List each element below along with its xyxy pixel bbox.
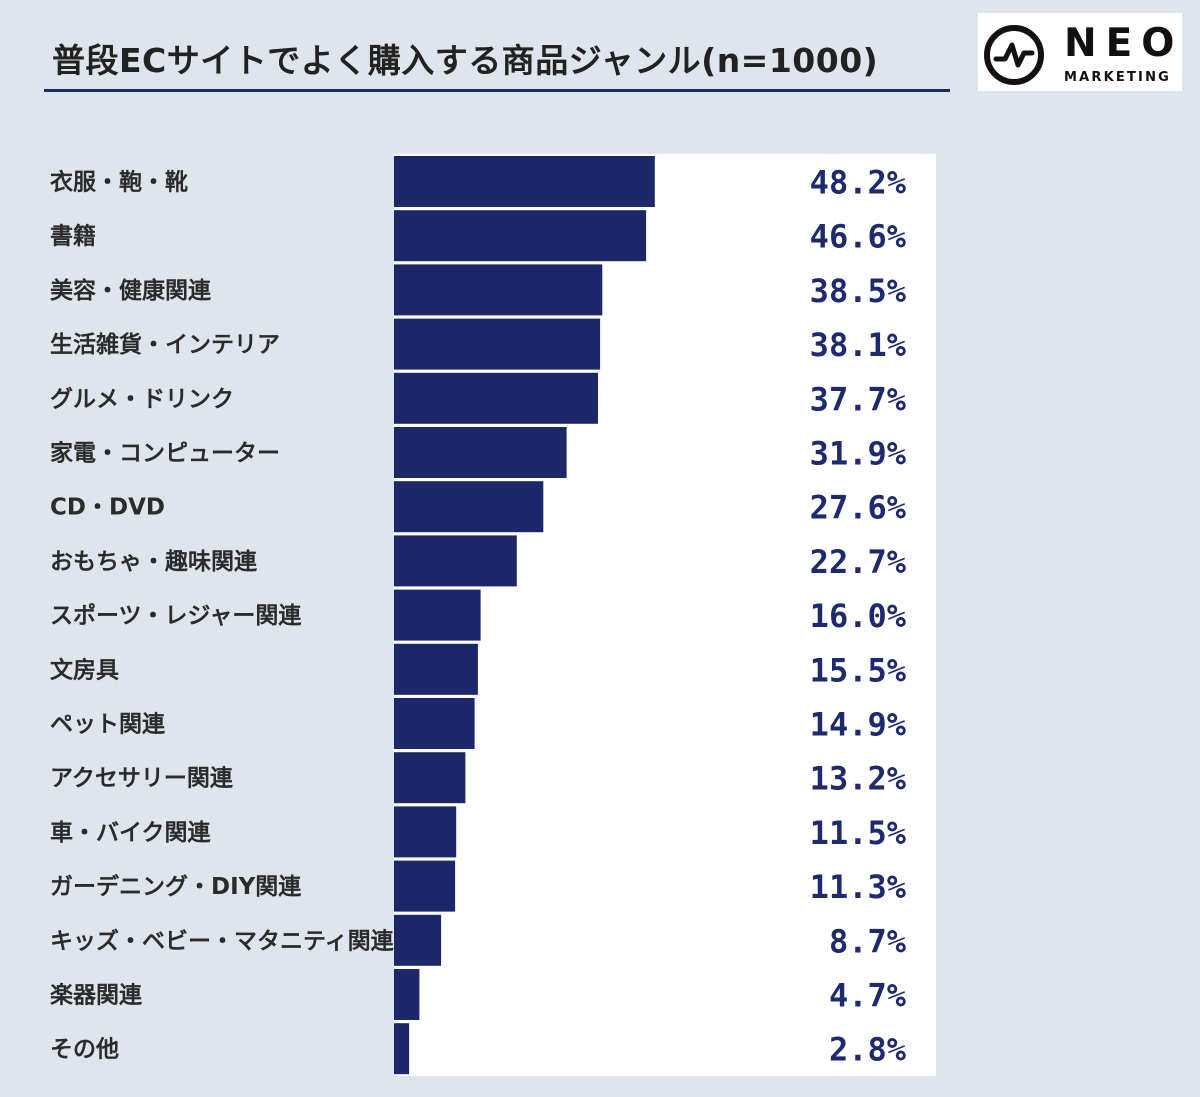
value-label: 13.2% xyxy=(810,760,907,798)
value-label: 15.5% xyxy=(810,651,907,689)
value-label: 31.9% xyxy=(810,435,907,473)
bar xyxy=(394,156,655,207)
bar xyxy=(394,860,456,912)
value-label: 8.7% xyxy=(829,922,907,960)
neo-marketing-logo: NEO MARKETING xyxy=(978,13,1182,91)
value-label: 14.9% xyxy=(810,706,907,744)
category-label: グルメ・ドリンク xyxy=(50,385,234,412)
logo-subtitle: MARKETING xyxy=(1064,70,1172,85)
bar xyxy=(394,643,478,695)
category-label: スポーツ・レジャー関連 xyxy=(50,602,302,629)
category-label: 生活雑貨・インテリア xyxy=(50,331,280,358)
category-label: おもちゃ・趣味関連 xyxy=(50,549,258,575)
bar xyxy=(394,1023,410,1075)
category-label: 楽器関連 xyxy=(50,982,143,1009)
wave-circle-icon xyxy=(984,25,1044,85)
category-label: CD・DVD xyxy=(50,495,165,521)
category-label: 衣服・鞄・靴 xyxy=(50,169,188,196)
category-label: キッズ・ベビー・マタニティ関連 xyxy=(50,927,395,954)
value-label: 11.3% xyxy=(810,868,907,906)
bar xyxy=(394,481,544,533)
bar xyxy=(394,318,601,370)
bar xyxy=(394,372,598,424)
bar xyxy=(394,589,481,641)
value-label: 38.1% xyxy=(810,326,907,364)
category-labels-layer: 衣服・鞄・靴書籍美容・健康関連生活雑貨・インテリアグルメ・ドリンク家電・コンピュ… xyxy=(50,169,395,1063)
bar xyxy=(394,210,647,262)
title-underline xyxy=(44,89,950,92)
category-label: 家電・コンピューター xyxy=(50,440,280,467)
value-label: 27.6% xyxy=(810,489,907,527)
category-label: 美容・健康関連 xyxy=(50,277,212,304)
category-label: 書籍 xyxy=(50,223,96,250)
value-label: 46.6% xyxy=(810,218,907,256)
category-label: ペット関連 xyxy=(50,712,166,738)
bar xyxy=(394,427,567,478)
bar xyxy=(394,535,517,587)
bars-layer xyxy=(394,156,655,1075)
category-label: その他 xyxy=(50,1037,119,1063)
value-label: 11.5% xyxy=(810,814,907,852)
bar xyxy=(394,264,603,316)
value-label: 48.2% xyxy=(810,164,907,202)
bar xyxy=(394,698,475,749)
chart-title: 普段ECサイトでよく購入する商品ジャンル(n=1000) xyxy=(52,41,879,80)
value-label: 16.0% xyxy=(810,597,907,635)
bar xyxy=(394,914,442,966)
logo-name: NEO xyxy=(1064,21,1184,66)
value-label: 37.7% xyxy=(810,380,907,418)
category-label: 車・バイク関連 xyxy=(50,820,212,846)
value-label: 38.5% xyxy=(810,272,907,310)
value-label: 22.7% xyxy=(810,543,907,581)
bar xyxy=(394,806,457,858)
category-label: アクセサリー関連 xyxy=(50,766,234,792)
value-label: 4.7% xyxy=(829,977,907,1015)
value-labels-layer: 48.2% 46.6% 38.5% 38.1% 37.7% 31.9% 27.6% 22.7%… xyxy=(810,164,907,1069)
category-label: ガーデニング・DIY関連 xyxy=(50,873,302,900)
bar xyxy=(394,969,420,1020)
category-label: 文房具 xyxy=(50,656,119,683)
bar xyxy=(394,752,466,804)
value-label: 2.8% xyxy=(829,1031,907,1069)
